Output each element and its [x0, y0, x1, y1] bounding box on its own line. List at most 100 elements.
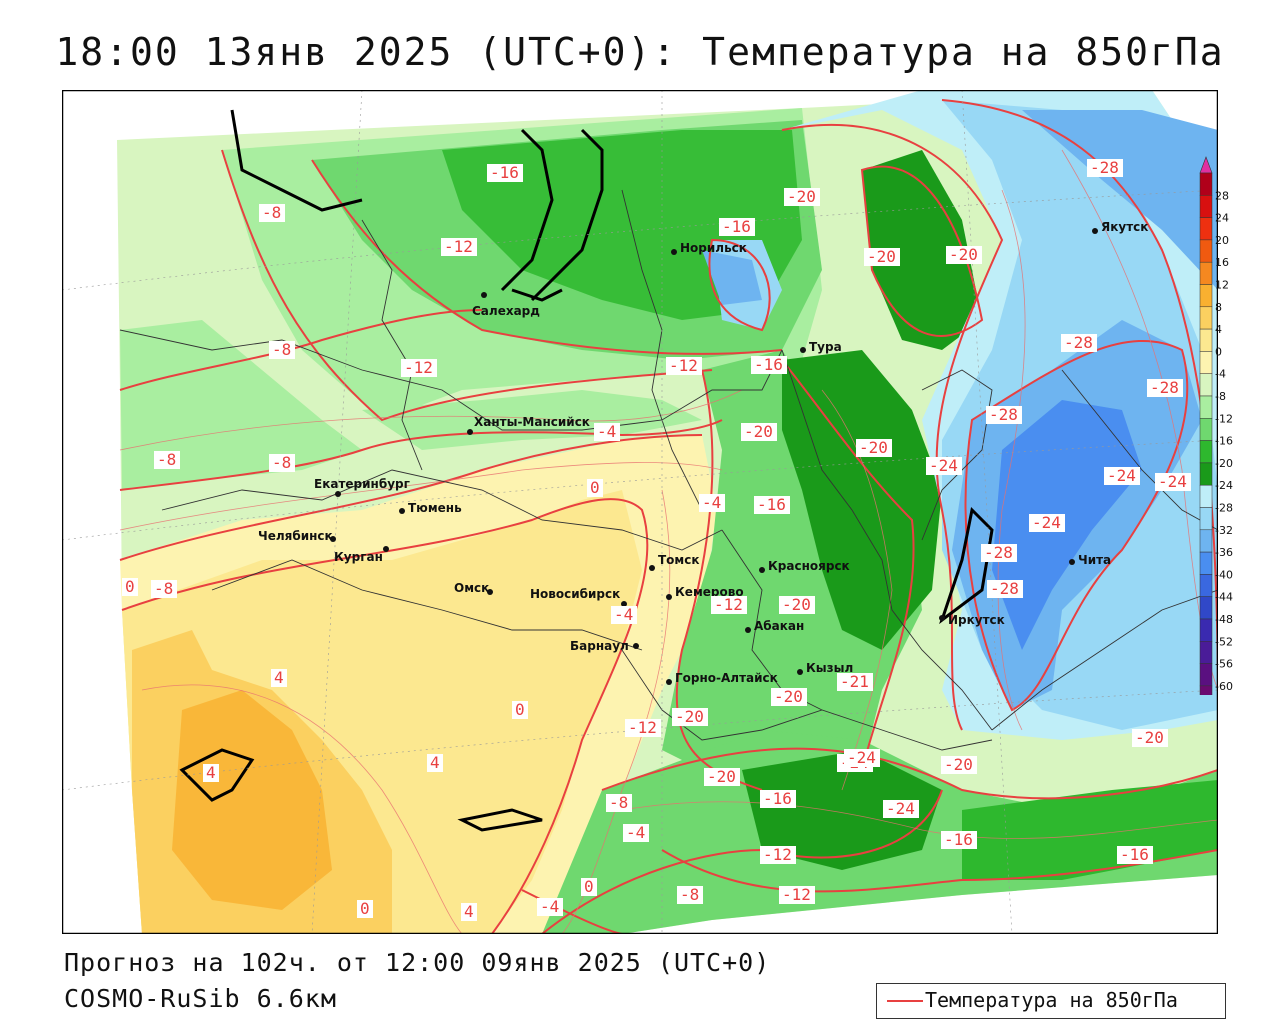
contour-label-bg [441, 238, 477, 256]
colorbar-swatch [1199, 462, 1213, 486]
contour-label: -8 [262, 203, 281, 222]
colorbar-level-label: -56 [1215, 658, 1233, 671]
contour-label: -20 [744, 422, 773, 441]
contour-label-bg [751, 356, 787, 374]
svg-text:Томск: Томск [658, 553, 700, 567]
colorbar-swatch [1199, 239, 1213, 263]
contour-label: -16 [1120, 845, 1149, 864]
colorbar-level-label: -20 [1215, 457, 1233, 470]
svg-text:Омск: Омск [454, 581, 489, 595]
svg-text:Новосибирск: Новосибирск [530, 587, 620, 601]
city-yakutsk: Якутск [1092, 220, 1148, 234]
contour-label-bg [672, 708, 708, 726]
city-barnaul: Барнаул [570, 639, 639, 653]
svg-text:Красноярск: Красноярск [768, 559, 850, 573]
contour-label-bg [986, 406, 1022, 424]
contour-label: 0 [360, 899, 370, 918]
contour-label: 0 [590, 478, 600, 497]
svg-text:Барнаул: Барнаул [570, 639, 629, 653]
contour-label: -8 [272, 340, 291, 359]
contour-label: -20 [675, 707, 704, 726]
contour-label-bg [357, 900, 373, 918]
city-chelyabinsk: Челябинск [258, 529, 336, 543]
svg-text:Челябинск: Челябинск [258, 529, 333, 543]
model-info: COSMO-RuSib 6.6км [64, 984, 337, 1013]
colorbar-swatch [1199, 685, 1213, 695]
city-novosibirsk: Новосибирск [530, 587, 627, 607]
contour-label-bg [883, 800, 919, 818]
contour-label: 4 [206, 763, 216, 782]
contour-label-bg [1061, 334, 1097, 352]
contour-label: -4 [614, 605, 633, 624]
contour-label: -12 [628, 718, 657, 737]
city-kemerovo: Кемерово [666, 585, 744, 600]
svg-text:Чита: Чита [1078, 553, 1111, 567]
contour-label: -20 [774, 687, 803, 706]
contour-label-bg [779, 596, 815, 614]
city-abakan: Абакан [745, 619, 804, 633]
contour-label: -20 [707, 767, 736, 786]
contour-label-bg [606, 794, 632, 812]
colorbar-level-label: 4 [1215, 323, 1222, 336]
contour-label: -12 [669, 356, 698, 375]
contour-label-bg [926, 457, 962, 475]
contour-label-bg [856, 439, 892, 457]
contour-label-bg [1029, 514, 1065, 532]
contour-label-bg [1117, 846, 1153, 864]
contour-label-bg [741, 423, 777, 441]
colorbar-swatch [1199, 217, 1213, 241]
contour-label-bg [754, 496, 790, 514]
city-irkutsk: Иркутск [939, 613, 1005, 627]
contour-label: 0 [125, 577, 135, 596]
svg-text:Екатеринбург: Екатеринбург [314, 477, 410, 491]
contour-label-bg [401, 359, 437, 377]
contour-label: -12 [782, 885, 811, 904]
svg-text:Ханты-Мансийск: Ханты-Мансийск [474, 415, 590, 429]
temperature-map: Норильск Салехард Тура Якутск Ханты-Манс… [62, 90, 1218, 934]
contour-label: -20 [944, 755, 973, 774]
svg-text:Салехард: Салехард [472, 304, 540, 318]
contour-label: -21 [840, 672, 869, 691]
contour-label: -8 [157, 450, 176, 469]
contour-label: -20 [1135, 728, 1164, 747]
colorbar-level-label: 28 [1215, 189, 1229, 202]
colorbar-swatch [1199, 373, 1213, 397]
svg-text:Норильск: Норильск [680, 241, 747, 255]
contour-label: -24 [1032, 513, 1061, 532]
colorbar-top-tip [1199, 156, 1213, 174]
contour-label-bg [427, 754, 443, 772]
contour-label-bg [1087, 159, 1123, 177]
contour-label-bg [784, 188, 820, 206]
contour-label-bg [666, 357, 702, 375]
city-kyzyl: Кызыл [797, 661, 853, 675]
contour-label-bg [537, 898, 563, 916]
contour-label: -16 [722, 217, 751, 236]
colorbar-swatch [1199, 351, 1213, 374]
contour-label-bg [581, 878, 597, 896]
contour-label: -20 [859, 438, 888, 457]
colorbar-level-label: -16 [1215, 435, 1233, 448]
contour-label: -16 [763, 789, 792, 808]
contour-label: -28 [989, 405, 1018, 424]
contour-label-bg [611, 606, 637, 624]
contour-label: -16 [754, 355, 783, 374]
contour-label-bg [699, 494, 725, 512]
colorbar-level-label: -44 [1215, 591, 1233, 604]
contour-labels: -16-8-12-16-20-20 -20-28-8-12-8-20-16-12-… [122, 158, 1191, 921]
contour-label-bg [1147, 379, 1183, 397]
contour-label-bg [1155, 473, 1191, 491]
contour-label-bg [1132, 729, 1168, 747]
contour-label-bg [625, 719, 661, 737]
contour-label: -8 [609, 793, 628, 812]
colorbar-swatch [1199, 641, 1213, 664]
contour-label-bg [1104, 467, 1140, 485]
svg-text:Якутск: Якутск [1101, 220, 1148, 234]
colorbar-swatch [1199, 618, 1213, 642]
city-krasnoyarsk: Красноярск [759, 559, 850, 573]
colorbar-swatch [1199, 418, 1213, 441]
colorbar-level-label: -28 [1215, 502, 1233, 515]
colorbar-level-label: 0 [1215, 345, 1222, 358]
colorbar-swatch [1199, 261, 1213, 285]
city-yekaterinburg: Екатеринбург [314, 477, 410, 497]
contour-label: -8 [680, 885, 699, 904]
